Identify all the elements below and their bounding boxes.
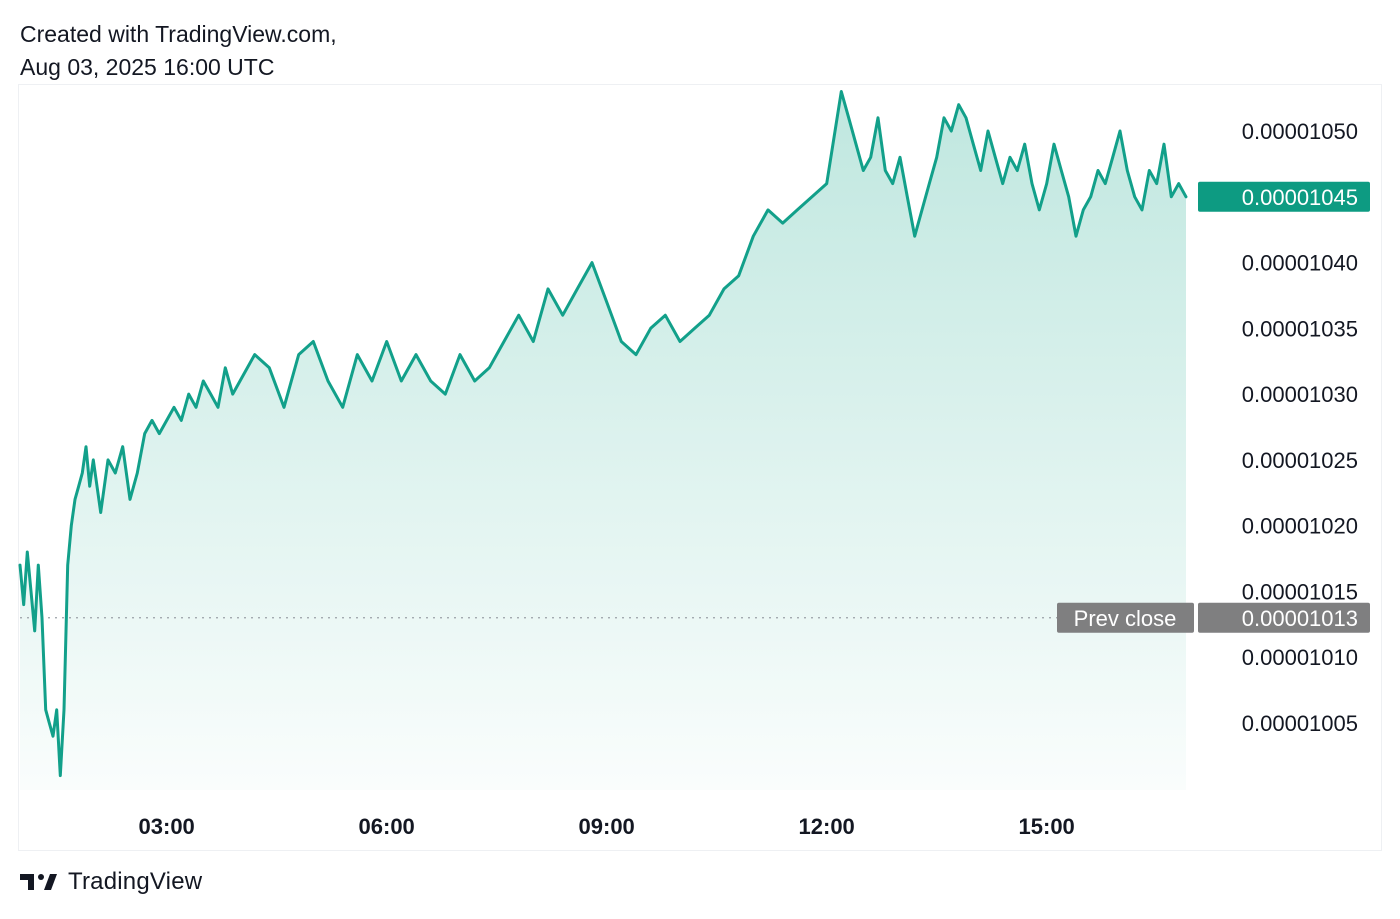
y-tick-label: 0.00001035 <box>1242 316 1358 341</box>
y-tick-label: 0.00001005 <box>1242 711 1358 736</box>
prev-close-badge <box>1057 602 1194 633</box>
y-tick-label: 0.00001050 <box>1242 119 1358 144</box>
y-tick-label: 0.00001025 <box>1242 448 1358 473</box>
price-area-fill <box>20 91 1186 790</box>
prev-close-value-badge <box>1198 602 1370 633</box>
chart-frame <box>18 84 1382 851</box>
chart-header: Created with TradingView.com, Aug 03, 20… <box>20 18 337 84</box>
x-tick-label: 12:00 <box>799 814 855 839</box>
y-tick-label: 0.00001040 <box>1242 251 1358 276</box>
y-tick-label: 0.00001010 <box>1242 645 1358 670</box>
last-price-badge <box>1198 181 1370 212</box>
footer-brand: TradingView <box>68 868 203 895</box>
prev-close-value-label: 0.00001013 <box>1242 606 1358 631</box>
tradingview-logo-icon <box>20 874 57 890</box>
x-tick-label: 06:00 <box>359 814 415 839</box>
y-tick-label: 0.00001020 <box>1242 514 1358 539</box>
x-tick-label: 03:00 <box>139 814 195 839</box>
header-timestamp: Aug 03, 2025 16:00 UTC <box>20 54 275 80</box>
x-tick-label: 15:00 <box>1019 814 1075 839</box>
prev-close-text: Prev close <box>1074 606 1177 631</box>
y-tick-label: 0.00001030 <box>1242 382 1358 407</box>
y-tick-label: 0.00001015 <box>1242 579 1358 604</box>
price-line <box>18 90 1188 778</box>
footer: TradingView <box>20 868 202 896</box>
x-tick-label: 09:00 <box>579 814 635 839</box>
last-price-label: 0.00001045 <box>1242 185 1358 210</box>
header-created-with: Created with TradingView.com, <box>20 21 337 47</box>
